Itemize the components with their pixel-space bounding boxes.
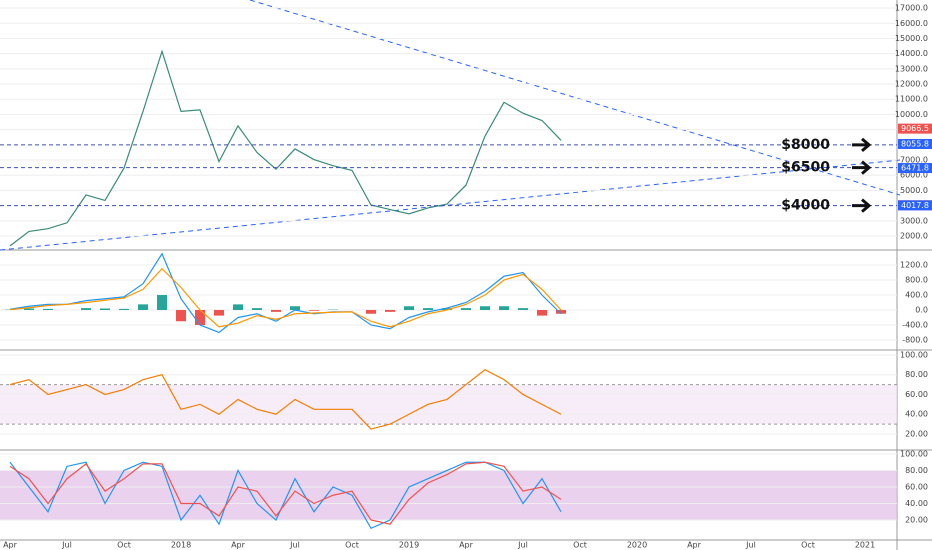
histogram-bar (119, 308, 129, 310)
y-tick-label: -400.0 (902, 320, 928, 329)
x-tick-label: Jul (289, 541, 300, 550)
series-line (9, 461, 562, 530)
x-tick-label: Oct (801, 541, 815, 550)
y-tick-label: 800.0 (905, 275, 928, 284)
y-tick-label: 12000.0 (895, 80, 928, 89)
y-tick-label: 40.00 (905, 499, 928, 508)
histogram-bar (442, 308, 452, 310)
y-tick-label: 60.00 (905, 482, 928, 491)
band (0, 470, 897, 521)
price-tag (898, 200, 932, 211)
y-tick-label: 0.0 (915, 305, 928, 314)
y-tick-label: 17000.0 (895, 4, 928, 13)
price-tag (898, 163, 932, 174)
series-line (9, 49, 562, 247)
y-tick-label: 14000.0 (895, 49, 928, 58)
y-tick-label: 11000.0 (895, 95, 928, 104)
y-tick-label: 80.00 (905, 370, 928, 379)
histogram-bar (518, 308, 528, 310)
histogram-bar (404, 306, 414, 310)
x-tick-label: 2021 (855, 541, 875, 550)
x-tick-label: Apr (231, 541, 246, 550)
x-tick-label: Jul (517, 541, 528, 550)
y-tick-label: 20.00 (905, 516, 928, 525)
arrow (852, 198, 872, 213)
x-tick-label: 2020 (627, 541, 647, 550)
histogram-bar (233, 304, 243, 310)
price-tag (898, 138, 932, 149)
histogram-bar (176, 309, 186, 322)
histogram-bar (271, 309, 281, 312)
x-tick-label: Apr (687, 541, 702, 550)
histogram-bar (366, 309, 376, 314)
series-line (9, 369, 562, 430)
price-tag-label: 9066.5 (901, 124, 929, 133)
x-tick-label: Oct (117, 541, 131, 550)
price-tag (898, 123, 932, 134)
level-label: $4000 (781, 198, 830, 214)
y-tick-label: 20.00 (905, 429, 928, 438)
y-tick-label: 10000.0 (895, 110, 928, 119)
series-line (9, 267, 562, 328)
histogram-bar (556, 309, 566, 314)
y-tick-label: 60.00 (905, 390, 928, 399)
histogram-bar (480, 306, 490, 310)
x-tick-label: Jul (61, 541, 72, 550)
y-tick-label: 2000.0 (900, 232, 928, 241)
series-line (9, 252, 562, 334)
y-tick-label: 7000.0 (900, 156, 928, 165)
x-tick-label: Apr (459, 541, 474, 550)
histogram-bar (43, 308, 53, 310)
y-tick-label: 13000.0 (895, 64, 928, 73)
y-tick-label: 100.00 (900, 350, 928, 359)
histogram-bar (100, 308, 110, 310)
x-tick-label: Apr (3, 541, 18, 550)
histogram-bar (138, 304, 148, 310)
y-tick-label: 80.00 (905, 466, 928, 475)
histogram-bar (195, 309, 205, 325)
price-tag-label: 6471.8 (901, 164, 929, 173)
y-tick-label: 40.00 (905, 410, 928, 419)
histogram-bar (81, 308, 91, 310)
y-tick-label: 3000.0 (900, 216, 928, 225)
y-tick-label: 15000.0 (895, 34, 928, 43)
y-tick-label: 400.0 (905, 290, 928, 299)
trend-line (0, 159, 901, 251)
x-tick-label: Oct (573, 541, 587, 550)
arrow (852, 160, 872, 175)
level-label: $6500 (781, 160, 830, 176)
y-tick-label: 1200.0 (900, 260, 928, 269)
histogram-bar (157, 294, 167, 310)
y-tick-label: 6000.0 (900, 171, 928, 180)
y-tick-label: 16000.0 (895, 19, 928, 28)
band (0, 384, 897, 425)
histogram-bar (385, 309, 395, 312)
x-tick-label: 2018 (171, 541, 191, 550)
level-label: $8000 (781, 137, 830, 153)
y-tick-label: 5000.0 (900, 186, 928, 195)
x-tick-label: Jul (745, 541, 756, 550)
x-tick-label: 2019 (399, 541, 419, 550)
price-tag-label: 4017.8 (901, 201, 929, 210)
y-tick-label: 100.00 (900, 449, 928, 458)
histogram-bar (461, 308, 471, 310)
histogram-bar (423, 308, 433, 310)
y-tick-label: -800.0 (902, 335, 928, 344)
x-tick-label: Oct (345, 541, 359, 550)
histogram-bar (252, 308, 262, 310)
histogram-bar (309, 309, 319, 311)
histogram-bar (537, 309, 547, 316)
histogram-bar (214, 309, 224, 316)
arrow (852, 137, 872, 152)
histogram-bar (290, 306, 300, 310)
price-tag-label: 8055.8 (901, 139, 929, 148)
series-line (9, 461, 562, 525)
histogram-bar (499, 306, 509, 310)
histogram-bar (24, 308, 34, 310)
